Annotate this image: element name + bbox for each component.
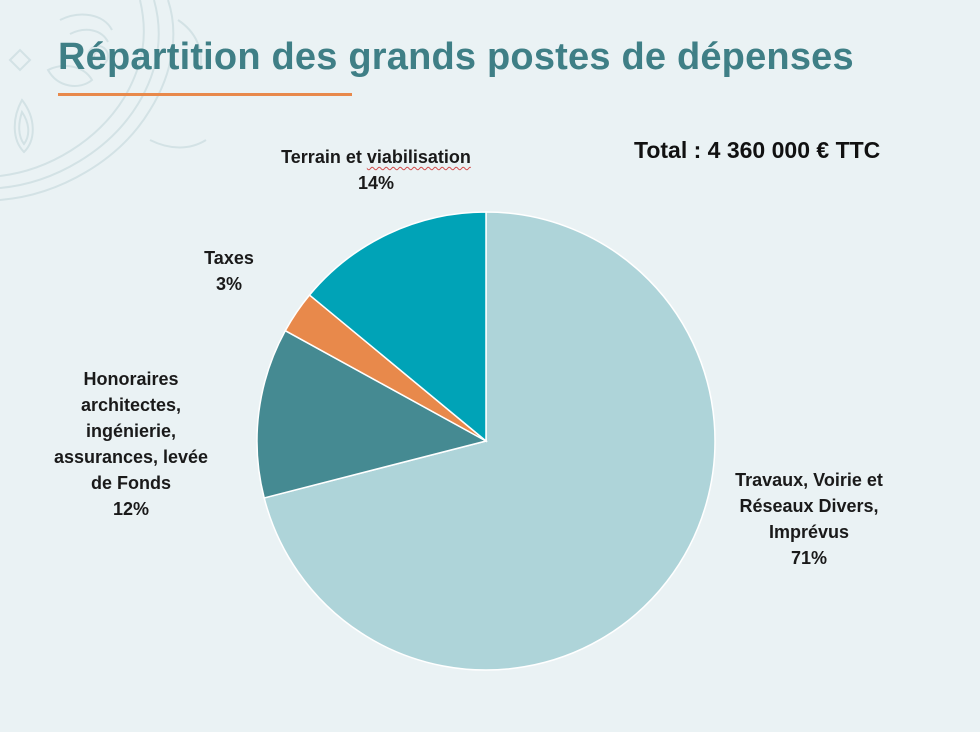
slice-label-text: Taxes [204,248,254,268]
total-cost-label: Total : 4 360 000 € TTC [634,137,881,163]
slice-label-text: Honoraires [83,369,179,389]
slice-percent-label: 12% [112,499,150,519]
slice-label-text: ingénierie, [85,421,177,441]
slice-label-3: Taxes 3% [204,245,254,297]
slice-label-text: architectes, [80,395,182,415]
slice-label-text: Terrain et viabilisation [281,147,471,167]
slice-percent-label: 71% [790,548,828,568]
slice-label-2: Honoraires architectes, ingénierie, assuran… [54,366,208,522]
slice-label-text: assurances, levée [53,447,209,467]
title-underline [58,93,352,96]
pie-slice-2 [256,329,489,499]
pie-slice-4 [308,211,487,443]
slice-label-text: de Fonds [91,473,171,493]
slice-label-text: Travaux, Voirie et [735,470,883,490]
slice-percent-label: 14% [357,173,395,193]
page-title: Répartition des grands postes de dépense… [58,36,854,78]
slice-label-text: Réseaux Divers, [739,496,879,516]
slice-label-4: Terrain et viabilisation 14% [281,144,471,196]
pie-slice-1 [263,211,716,671]
slice-label-1: Travaux, Voirie et Réseaux Divers, Imprévu… [735,467,883,571]
slice-label-text: Imprévus [768,522,850,542]
decorative-ornament-icon [0,0,207,201]
slice-percent-label: 3% [215,274,243,294]
